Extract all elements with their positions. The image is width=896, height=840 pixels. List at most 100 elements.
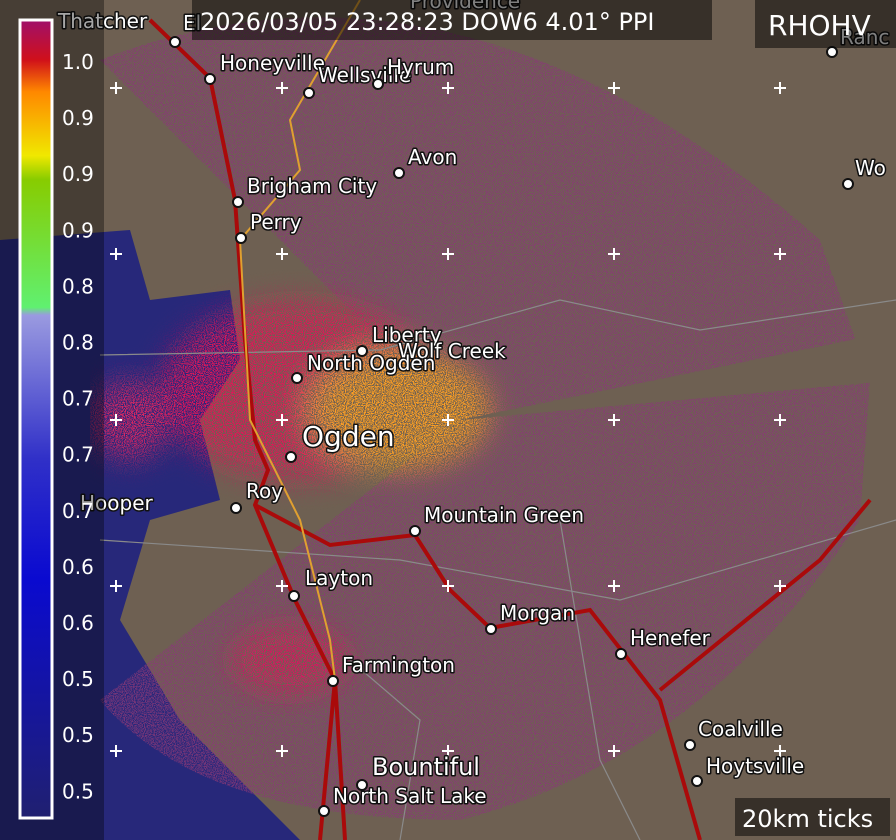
place-dot xyxy=(684,739,696,751)
place-dot xyxy=(230,502,242,514)
place-label: Bountiful xyxy=(372,753,480,781)
place-label: Layton xyxy=(305,566,373,590)
range-tick xyxy=(110,414,122,426)
place-label: Coalville xyxy=(698,717,783,741)
colorbar-label: 1.0 xyxy=(62,50,94,74)
place-label: Hooper xyxy=(80,491,154,515)
place-dot xyxy=(356,345,368,357)
place-label: Hyrum xyxy=(387,55,454,79)
product-box xyxy=(755,0,896,48)
range-tick xyxy=(276,580,288,592)
place-label: Morgan xyxy=(500,601,575,625)
place-label: Ogden xyxy=(302,420,395,453)
range-tick xyxy=(276,414,288,426)
header-box xyxy=(192,0,712,40)
range-tick xyxy=(608,745,620,757)
colorbar-label: 0.6 xyxy=(62,611,94,635)
place-dot xyxy=(842,178,854,190)
range-ticks xyxy=(110,82,786,757)
place-dot xyxy=(232,196,244,208)
place-label: North Ogden xyxy=(307,351,435,375)
place-label: Liberty xyxy=(372,323,442,347)
product: RHOHV xyxy=(768,9,871,42)
range-tick xyxy=(608,414,620,426)
colorbar-label: 0.5 xyxy=(62,667,94,691)
range-tick xyxy=(774,82,786,94)
place-dot xyxy=(356,779,368,791)
radar-echoes xyxy=(90,17,870,821)
place-label: Brigham City xyxy=(247,174,377,198)
place-label: Avon xyxy=(408,145,457,169)
colorbar-labels: 1.0 0.9 0.9 0.9 0.8 0.8 0.7 0.7 0.7 0.6 0.6 0.5 0.5 0… xyxy=(62,50,94,803)
colorbar-label: 0.9 xyxy=(62,162,94,186)
colorbar-label: 0.5 xyxy=(62,779,94,803)
place-label: Mountain Green xyxy=(424,503,584,527)
range-tick xyxy=(774,745,786,757)
place-dot xyxy=(288,590,300,602)
range-tick xyxy=(276,745,288,757)
place-dot xyxy=(372,78,384,90)
place-dot xyxy=(615,648,627,660)
colorbar-label: 0.7 xyxy=(62,443,94,467)
place-dot xyxy=(235,232,247,244)
range-tick xyxy=(774,580,786,592)
place-dot xyxy=(327,675,339,687)
colorbar-label: 0.9 xyxy=(62,106,94,130)
place-label: Wellsville xyxy=(318,63,411,87)
range-tick xyxy=(110,248,122,260)
place-dot xyxy=(409,525,421,537)
highway xyxy=(238,0,361,681)
place-label: Hoytsville xyxy=(706,754,804,778)
place-dot xyxy=(303,87,315,99)
place-label: Wo xyxy=(855,156,886,180)
range-tick xyxy=(442,414,454,426)
range-tick xyxy=(110,580,122,592)
range-tick xyxy=(110,745,122,757)
colorbar-label: 0.8 xyxy=(62,331,94,355)
place-label: Honeyville xyxy=(220,51,325,75)
place-label: Perry xyxy=(250,210,302,234)
place-dot xyxy=(204,73,216,85)
place-dot xyxy=(291,372,303,384)
place-dot xyxy=(691,775,703,787)
colorbar-label: 0.9 xyxy=(62,218,94,242)
roads xyxy=(148,18,872,840)
place-label: Henefer xyxy=(630,626,711,650)
footer-box xyxy=(735,798,890,836)
range-tick xyxy=(442,745,454,757)
place-label: Farmington xyxy=(342,653,455,677)
place-label: Thatcher xyxy=(57,9,148,33)
place-label: Roy xyxy=(246,479,283,503)
range-tick xyxy=(774,248,786,260)
place-dot xyxy=(393,167,405,179)
place-dot xyxy=(169,36,181,48)
place-label: North Salt Lake xyxy=(333,784,487,808)
place-dot xyxy=(285,451,297,463)
range-tick xyxy=(774,414,786,426)
range-tick xyxy=(442,580,454,592)
range-tick xyxy=(110,82,122,94)
range-tick xyxy=(442,248,454,260)
colorbar-label: 0.6 xyxy=(62,555,94,579)
range-tick xyxy=(608,580,620,592)
place-dot xyxy=(826,46,838,58)
range-tick xyxy=(608,248,620,260)
colorbar-label: 0.7 xyxy=(62,387,94,411)
colorbar-label: 0.8 xyxy=(62,274,94,298)
timestamp: 2026/03/05 23:28:23 DOW6 4.01° PPI xyxy=(200,8,654,36)
place-dot xyxy=(318,805,330,817)
place-label: Wolf Creek xyxy=(398,339,506,363)
range-tick xyxy=(442,82,454,94)
scale-note: 20km ticks xyxy=(742,805,873,833)
colorbar-label: 0.7 xyxy=(62,499,94,523)
range-tick xyxy=(608,82,620,94)
range-tick xyxy=(276,82,288,94)
beam-block xyxy=(460,330,896,420)
range-tick xyxy=(276,248,288,260)
colorbar xyxy=(18,18,54,820)
place-dot xyxy=(485,623,497,635)
colorbar-label: 0.5 xyxy=(62,723,94,747)
boundaries xyxy=(99,299,896,840)
